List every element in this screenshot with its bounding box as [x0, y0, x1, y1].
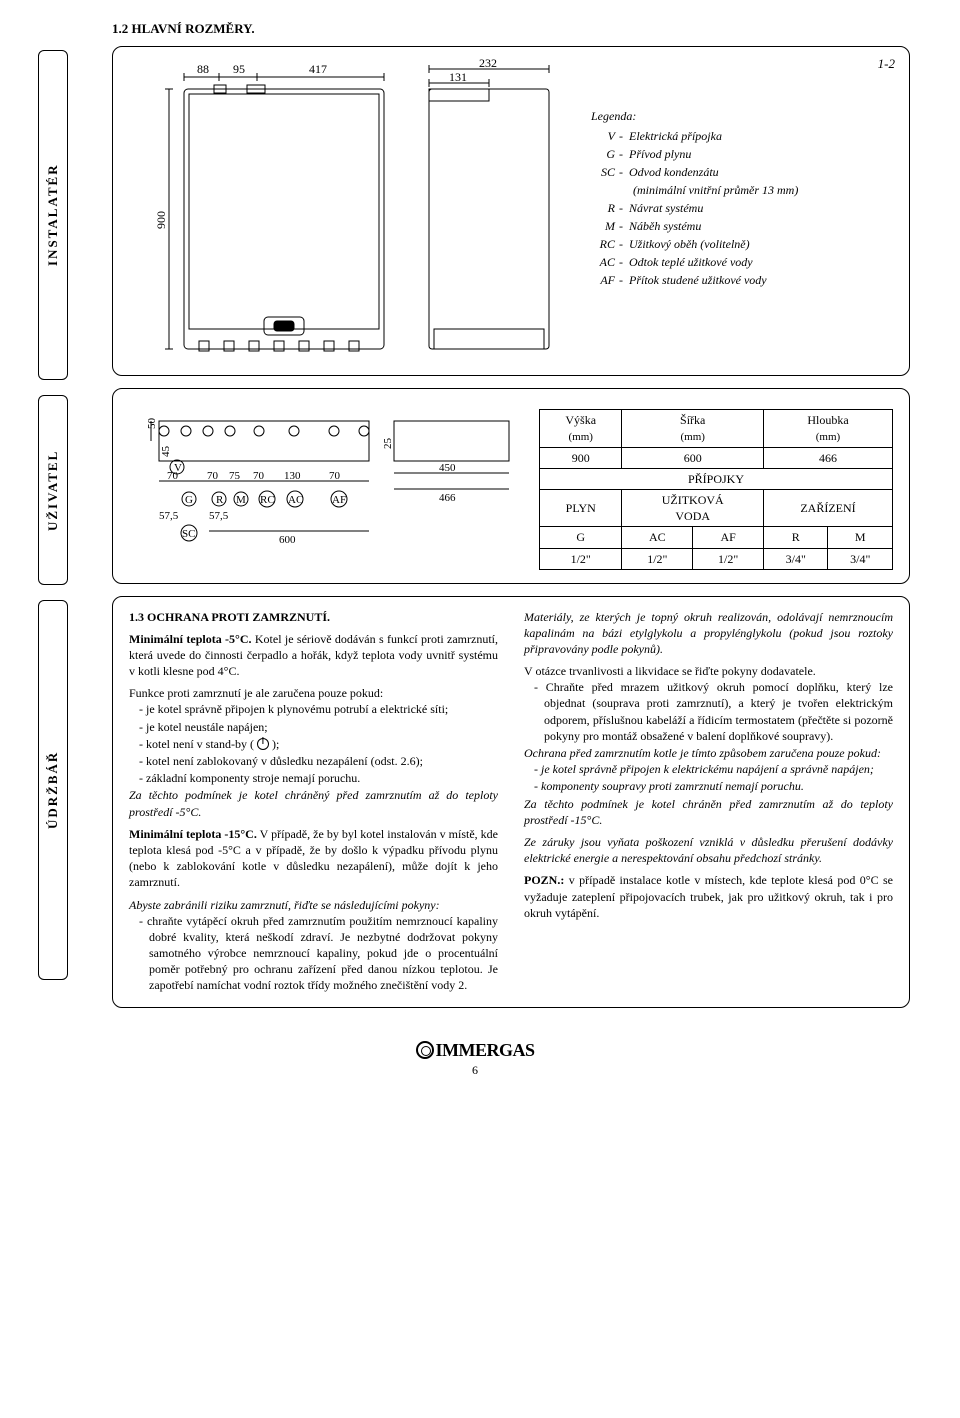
legend-item: R-Návrat systému — [591, 199, 891, 217]
svg-text:130: 130 — [284, 470, 301, 482]
svg-text:450: 450 — [439, 462, 456, 474]
legend-item: V-Elektrická přípojka — [591, 127, 891, 145]
svg-text:131: 131 — [449, 70, 467, 84]
svg-text:57,5: 57,5 — [209, 510, 229, 522]
figure-panel: 1-2 88 95 417 232 131 900 — [112, 46, 910, 376]
text-col-1: 1.3 OCHRANA PROTI ZAMRZNUTÍ. Minimální t… — [129, 609, 498, 995]
text-col-2: Materiály, ze kterých je topný okruh rea… — [524, 609, 893, 995]
svg-text:57,5: 57,5 — [159, 510, 179, 522]
svg-text:25: 25 — [382, 437, 394, 449]
svg-text:45: 45 — [160, 445, 172, 457]
svg-text:G: G — [185, 494, 193, 506]
dims-panel: 50 45 V 70 70 75 70 130 70 G — [112, 388, 910, 584]
svg-text:50: 50 — [146, 417, 158, 429]
legend-item: RC-Užitkový oběh (volitelně) — [591, 235, 891, 253]
legend-item: (minimální vnitřní průměr 13 mm) — [591, 181, 891, 199]
boiler-drawing: 88 95 417 232 131 900 — [129, 59, 569, 359]
legend-item: AC-Odtok teplé užitkové vody — [591, 253, 891, 271]
page-footer: IMMERGAS 6 — [40, 1038, 910, 1078]
svg-text:88: 88 — [197, 62, 209, 76]
svg-text:70: 70 — [329, 470, 341, 482]
svg-text:M: M — [236, 494, 246, 506]
spec-table: Výška(mm) Šířka(mm) Hloubka(mm) 900 600 … — [539, 409, 893, 570]
list-item: kotel není v stand-by ( ); — [139, 736, 498, 752]
brand-logo: IMMERGAS — [40, 1038, 910, 1062]
svg-text:600: 600 — [279, 534, 296, 546]
legend-header: Legenda: — [591, 107, 891, 125]
swirl-icon — [416, 1041, 434, 1059]
spec-table-wrap: Výška(mm) Šířka(mm) Hloubka(mm) 900 600 … — [539, 401, 893, 571]
list-item: kotel není zablokovaný v důsledku nezapá… — [139, 753, 498, 769]
section-title: 1.2 HLAVNÍ ROZMĚRY. — [112, 20, 910, 38]
svg-text:900: 900 — [154, 211, 168, 229]
svg-text:70: 70 — [207, 470, 219, 482]
svg-text:RC: RC — [260, 494, 275, 506]
legend-item: AF-Přítok studené užitkové vody — [591, 271, 891, 289]
tab-service: ÚDRŽBÁŘ — [38, 600, 68, 980]
legend: Legenda: V-Elektrická přípojkaG-Přívod p… — [591, 107, 891, 289]
figure-number: 1-2 — [878, 55, 895, 73]
power-icon — [257, 738, 269, 750]
subsection-title: 1.3 OCHRANA PROTI ZAMRZNUTÍ. — [129, 610, 330, 624]
page-number: 6 — [40, 1062, 910, 1078]
tab-installer: INSTALATÉR — [38, 50, 68, 380]
svg-text:70: 70 — [253, 470, 265, 482]
list-item: komponenty soupravy proti zamrznutí nema… — [534, 778, 893, 794]
svg-text:75: 75 — [229, 470, 241, 482]
legend-item: G-Přívod plynu — [591, 145, 891, 163]
list-item: je kotel správně připojen k elektrickému… — [534, 761, 893, 777]
list-item: je kotel neustále napájen; — [139, 719, 498, 735]
svg-text:466: 466 — [439, 492, 456, 504]
text-panel: 1.3 OCHRANA PROTI ZAMRZNUTÍ. Minimální t… — [112, 596, 910, 1008]
svg-text:AF: AF — [332, 494, 346, 506]
svg-text:R: R — [216, 494, 224, 506]
svg-text:417: 417 — [309, 62, 327, 76]
list-item: je kotel správně připojen k plynovému po… — [139, 701, 498, 717]
legend-item: M-Náběh systému — [591, 217, 891, 235]
tab-user: UŽIVATEL — [38, 395, 68, 585]
svg-text:232: 232 — [479, 59, 497, 70]
legend-item: SC-Odvod kondenzátu — [591, 163, 891, 181]
connections-drawing: 50 45 V 70 70 75 70 130 70 G — [129, 401, 519, 571]
list-item: základní komponenty stroje nemají poruch… — [139, 770, 498, 786]
svg-text:AC: AC — [288, 494, 303, 506]
list-item: chraňte vytápěcí okruh před zamrznutím p… — [139, 913, 498, 994]
list-item: Chraňte před mrazem užitkový okruh pomoc… — [534, 679, 893, 744]
svg-text:SC: SC — [182, 528, 195, 540]
svg-text:70: 70 — [167, 470, 179, 482]
svg-text:95: 95 — [233, 62, 245, 76]
